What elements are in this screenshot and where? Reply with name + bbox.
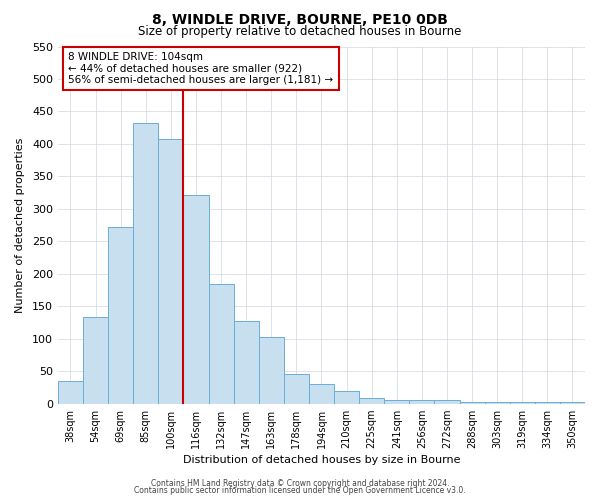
Bar [560,402,585,404]
Bar [158,140,184,404]
Bar [535,402,560,404]
Bar [133,123,158,404]
Bar [309,384,334,404]
Bar [83,318,108,404]
Bar [510,402,535,404]
Bar [334,390,359,404]
Bar [108,227,133,404]
Bar [233,321,259,404]
Y-axis label: Number of detached properties: Number of detached properties [15,138,25,313]
Bar [259,338,284,404]
Bar [359,398,384,404]
X-axis label: Distribution of detached houses by size in Bourne: Distribution of detached houses by size … [183,455,460,465]
Bar [485,402,510,404]
Text: Contains public sector information licensed under the Open Government Licence v3: Contains public sector information licen… [134,486,466,495]
Bar [284,374,309,404]
Bar [434,400,460,404]
Text: Size of property relative to detached houses in Bourne: Size of property relative to detached ho… [139,25,461,38]
Bar [209,284,233,404]
Bar [384,400,409,404]
Bar [58,381,83,404]
Bar [184,194,209,404]
Text: 8, WINDLE DRIVE, BOURNE, PE10 0DB: 8, WINDLE DRIVE, BOURNE, PE10 0DB [152,12,448,26]
Bar [409,400,434,404]
Text: Contains HM Land Registry data © Crown copyright and database right 2024.: Contains HM Land Registry data © Crown c… [151,478,449,488]
Text: 8 WINDLE DRIVE: 104sqm
← 44% of detached houses are smaller (922)
56% of semi-de: 8 WINDLE DRIVE: 104sqm ← 44% of detached… [68,52,334,85]
Bar [460,402,485,404]
